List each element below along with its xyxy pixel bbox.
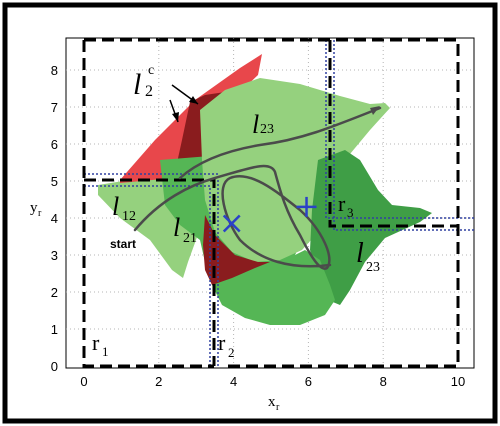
x-axis-label-sub: r (276, 402, 280, 413)
x-tick-label: 2 (155, 374, 162, 389)
trajectory-arrowhead (370, 106, 380, 115)
region-boundaries (84, 40, 474, 368)
y-tick-label: 6 (51, 137, 58, 152)
plus-marker (296, 196, 317, 217)
x-tick-label: 10 (451, 374, 465, 389)
y-tick-label-zero: 0 (51, 359, 58, 374)
y-tick-label: 5 (51, 174, 58, 189)
label-l23-right: l (356, 238, 364, 269)
label-l12-sub: 12 (122, 209, 136, 224)
x-tick-label: 6 (305, 374, 312, 389)
border-top (84, 38, 460, 368)
label-l2c: l (133, 68, 141, 101)
label-r2: r (218, 330, 226, 355)
label-l23-right-sub: 23 (366, 260, 380, 275)
x-tick-label: 0 (80, 374, 87, 389)
label-l21: l (173, 213, 180, 242)
boundary-r3-inner (333, 40, 474, 231)
y-tick-label: 4 (51, 211, 58, 226)
border-r2-split (84, 178, 216, 366)
x-marker (222, 214, 241, 233)
region-dark-red-bottom (203, 215, 270, 285)
boundary-r1-r2 (84, 173, 219, 368)
pointer-arrowhead-1 (189, 96, 198, 104)
x-tick-label: 4 (230, 374, 237, 389)
label-l2c-sup: c (148, 63, 154, 78)
trajectory (133, 106, 382, 270)
y-tick-label: 2 (51, 285, 58, 300)
y-tick-label: 7 (51, 100, 58, 115)
border-r1 (82, 40, 214, 368)
label-l23-top: l (252, 110, 259, 139)
y-tick-label: 3 (51, 248, 58, 263)
y-tick-label: 8 (51, 63, 58, 78)
label-r3: r (338, 191, 346, 216)
label-r1: r (92, 330, 100, 355)
label-l23-top-sub: 23 (260, 122, 274, 137)
trajectory-upper (178, 106, 382, 180)
label-r3-sub: 3 (347, 205, 354, 220)
label-l21-sub: 21 (183, 231, 197, 246)
label-start: start (110, 237, 136, 251)
trajectory-path (133, 164, 332, 270)
x-tick-label: 8 (380, 374, 387, 389)
region-borders (82, 38, 460, 368)
label-l12: l (112, 192, 119, 221)
label-l2c-sub: 2 (145, 83, 153, 100)
markers (222, 196, 317, 233)
y-axis-label: y (30, 200, 38, 216)
y-tick-label: 1 (51, 322, 58, 337)
x-axis-label: x (268, 394, 276, 410)
y-axis-label-sub: r (38, 208, 42, 219)
pointer-arrowhead-2 (172, 112, 179, 122)
label-r2-sub: 2 (228, 345, 235, 360)
boundary-r2-left (84, 185, 211, 368)
label-r1-sub: 1 (102, 344, 109, 359)
boundary-r3-top (325, 40, 474, 219)
border-r3-split (328, 40, 458, 228)
